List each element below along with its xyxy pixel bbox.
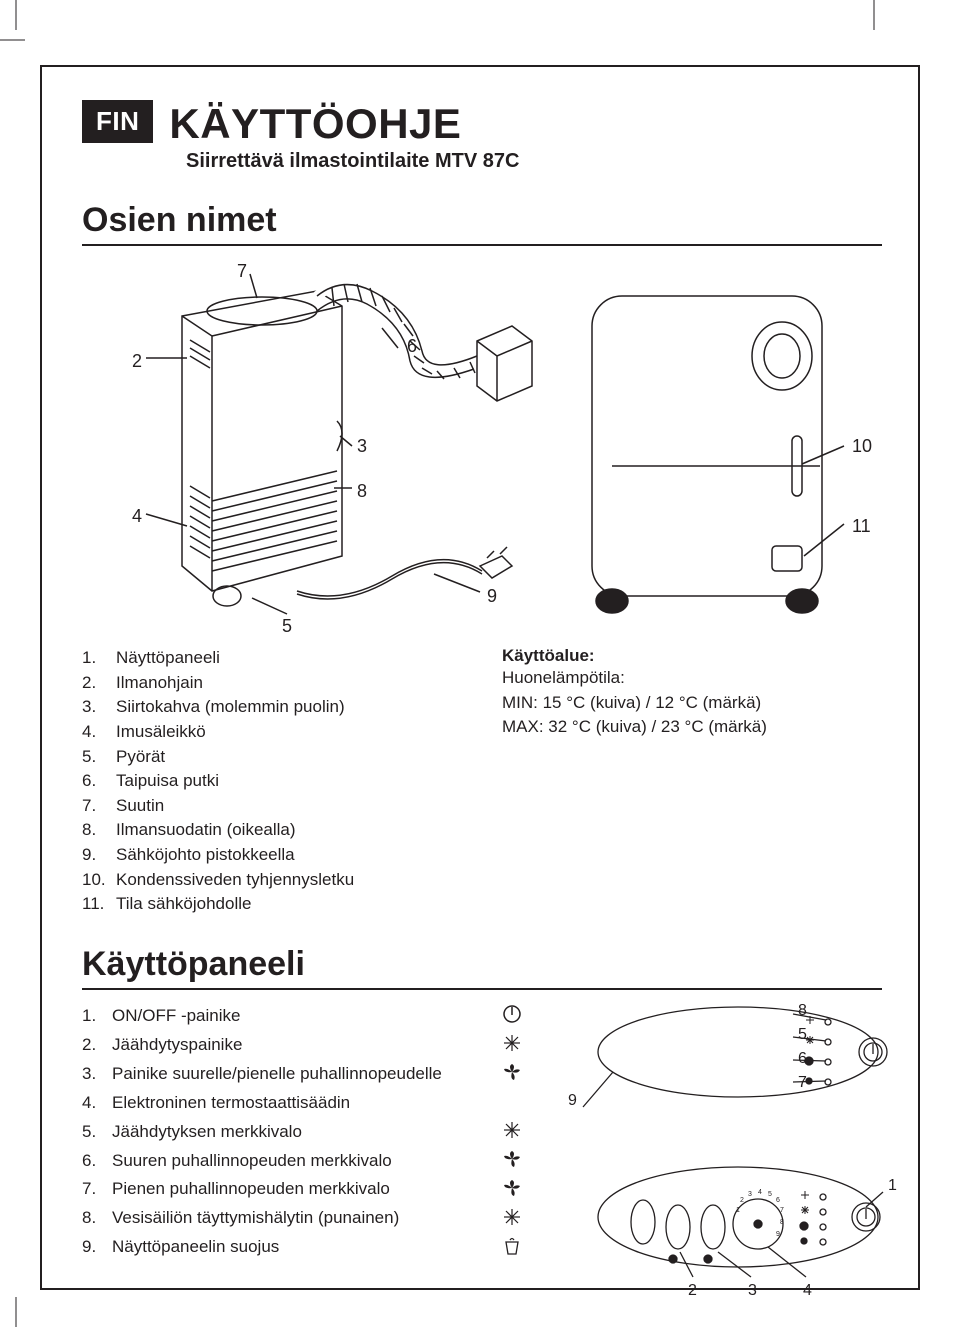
- list-item: 2.Ilmanohjain: [82, 671, 462, 696]
- list-item: 3.Painike suurelle/pienelle puhallinnope…: [82, 1060, 472, 1089]
- svg-text:1: 1: [736, 1207, 740, 1214]
- list-item: 4.Imusäleikkö: [82, 720, 462, 745]
- callout-8: 8: [357, 481, 367, 502]
- panel-columns: 1.ON/OFF -painike 2.Jäähdytyspainike 3.P…: [82, 1002, 882, 1302]
- blank-icon: [502, 1091, 522, 1111]
- callout-11: 11: [852, 516, 871, 537]
- panel-label-3: 3: [748, 1282, 757, 1300]
- svg-text:2: 2: [740, 1197, 744, 1204]
- callout-6: 6: [407, 336, 417, 357]
- parts-diagram: 7 2 6 3 10 8 4 11 9 5: [82, 256, 882, 636]
- list-item: 9.Näyttöpaneelin suojus: [82, 1233, 472, 1262]
- power-icon: [502, 1004, 522, 1024]
- panel-label-8: 8: [798, 1002, 807, 1020]
- list-item: 9.Sähköjohto pistokkeella: [82, 843, 462, 868]
- callout-10: 10: [852, 436, 872, 457]
- list-item: 7.Pienen puhallinnopeuden merkkivalo: [82, 1175, 472, 1204]
- fan-icon: [502, 1062, 522, 1082]
- fan-icon: [502, 1149, 522, 1169]
- panel-label-5: 5: [798, 1026, 807, 1044]
- callout-3: 3: [357, 436, 367, 457]
- svg-text:7: 7: [780, 1207, 784, 1214]
- callout-2: 2: [132, 351, 142, 372]
- panel-label-1: 1: [888, 1177, 897, 1195]
- language-tag: FIN: [82, 100, 153, 143]
- svg-text:3: 3: [748, 1191, 752, 1198]
- page-content: FIN KÄYTTÖOHJE Siirrettävä ilmastointila…: [82, 100, 882, 1302]
- list-item: 8.Vesisäiliön täyttymishälytin (punainen…: [82, 1204, 472, 1233]
- parts-list: 1.Näyttöpaneeli 2.Ilmanohjain 3.Siirtoka…: [82, 646, 462, 917]
- panel-label-7: 7: [798, 1074, 807, 1092]
- snowflake-icon: [502, 1033, 522, 1053]
- fan-icon: [502, 1178, 522, 1198]
- callout-4: 4: [132, 506, 142, 527]
- callout-7: 7: [237, 261, 247, 282]
- list-item: 3.Siirtokahva (molemmin puolin): [82, 695, 462, 720]
- list-item: 6.Taipuisa putki: [82, 769, 462, 794]
- bucket-icon: [502, 1236, 522, 1256]
- range-line: MIN: 15 °C (kuiva) / 12 °C (märkä): [502, 691, 882, 716]
- parts-columns: 1.Näyttöpaneeli 2.Ilmanohjain 3.Siirtoka…: [82, 646, 882, 917]
- snowflake-icon: [502, 1120, 522, 1140]
- panel-label-2: 2: [688, 1282, 697, 1300]
- snowflake-icon: [502, 1207, 522, 1227]
- svg-text:6: 6: [776, 1197, 780, 1204]
- list-item: 1.ON/OFF -painike: [82, 1002, 472, 1031]
- subtitle: Siirrettävä ilmastointilaite MTV 87C: [186, 150, 882, 173]
- svg-text:8: 8: [780, 1219, 784, 1226]
- panel-label-4: 4: [803, 1282, 812, 1300]
- panel-list: 1.ON/OFF -painike 2.Jäähdytyspainike 3.P…: [82, 1002, 472, 1262]
- panel-label-6: 6: [798, 1050, 807, 1068]
- section-title-parts: Osien nimet: [82, 201, 882, 246]
- list-item: 5.Jäähdytyksen merkkivalo: [82, 1118, 472, 1147]
- panel-icon-column: [502, 1002, 538, 1256]
- header-row: FIN KÄYTTÖOHJE: [82, 100, 882, 148]
- main-title: KÄYTTÖOHJE: [169, 100, 461, 148]
- panel-illustration: 123 456 789: [568, 1002, 908, 1302]
- list-item: 6.Suuren puhallinnopeuden merkkivalo: [82, 1147, 472, 1176]
- list-item: 1.Näyttöpaneeli: [82, 646, 462, 671]
- callout-5: 5: [282, 616, 292, 637]
- section-title-panel: Käyttöpaneeli: [82, 945, 882, 990]
- range-line: MAX: 32 °C (kuiva) / 23 °C (märkä): [502, 715, 882, 740]
- list-item: 10.Kondenssiveden tyhjennysletku: [82, 868, 462, 893]
- list-item: 8.Ilmansuodatin (oikealla): [82, 818, 462, 843]
- list-item: 5.Pyörät: [82, 745, 462, 770]
- range-line: Huonelämpötila:: [502, 666, 882, 691]
- svg-text:9: 9: [776, 1231, 780, 1238]
- svg-text:4: 4: [758, 1189, 762, 1196]
- control-panel-diagram: 123 456 789: [568, 1002, 908, 1302]
- svg-text:5: 5: [768, 1191, 772, 1198]
- list-item: 11.Tila sähköjohdolle: [82, 892, 462, 917]
- list-item: 4.Elektroninen termostaattisäädin: [82, 1089, 472, 1118]
- list-item: 7.Suutin: [82, 794, 462, 819]
- panel-label-9: 9: [568, 1092, 577, 1110]
- callout-9: 9: [487, 586, 497, 607]
- list-item: 2.Jäähdytyspainike: [82, 1031, 472, 1060]
- range-title: Käyttöalue:: [502, 646, 882, 666]
- product-illustration: [82, 256, 882, 636]
